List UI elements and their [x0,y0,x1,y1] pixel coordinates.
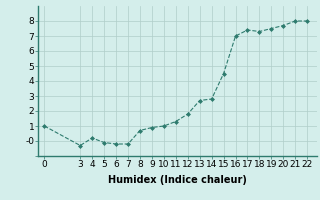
X-axis label: Humidex (Indice chaleur): Humidex (Indice chaleur) [108,175,247,185]
